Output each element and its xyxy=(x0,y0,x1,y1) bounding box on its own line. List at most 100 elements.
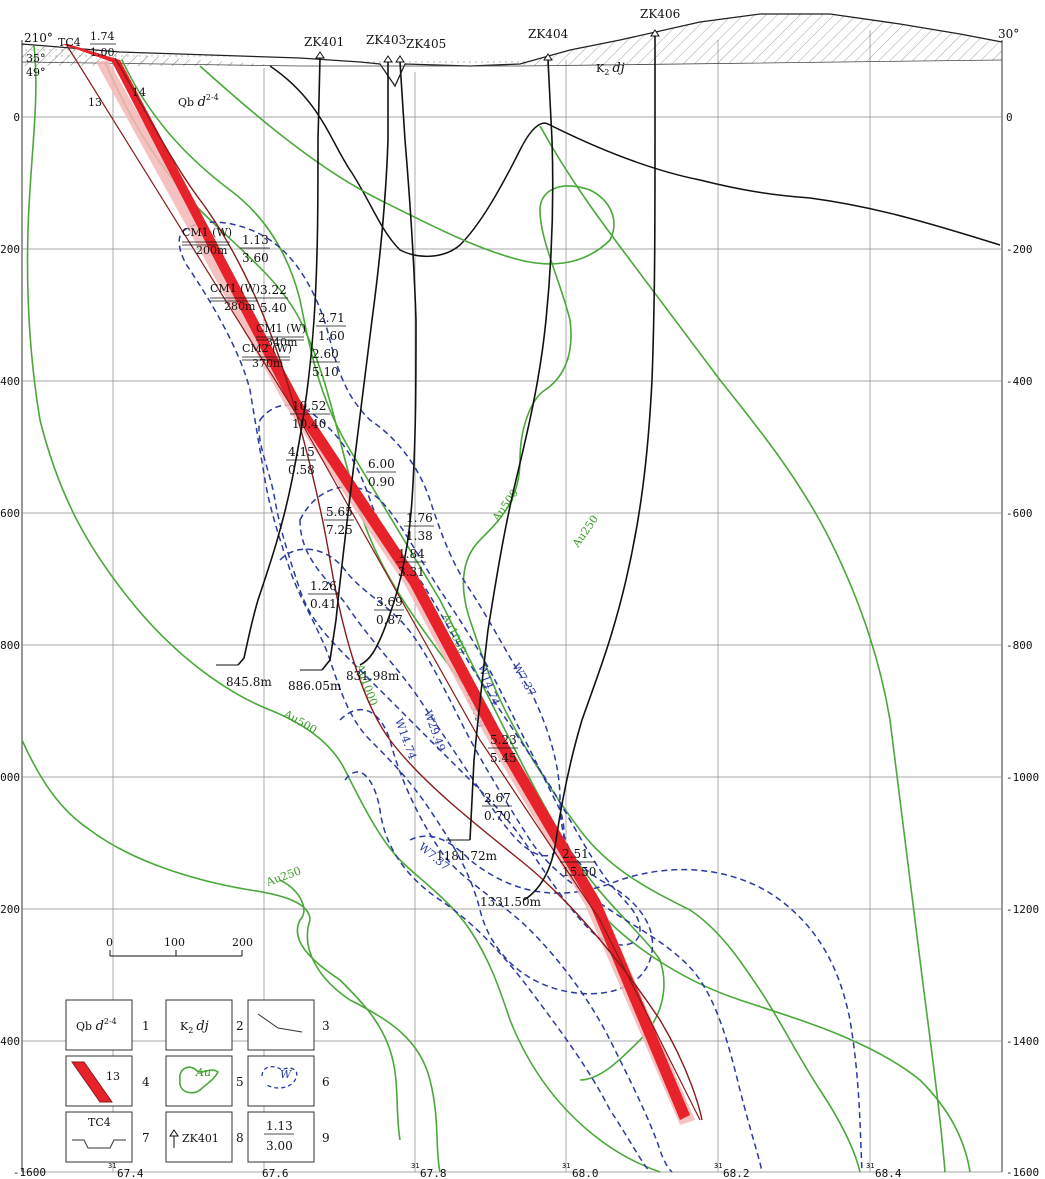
elev-label-200: -200 xyxy=(0,243,20,256)
surface-formation-k2 xyxy=(520,14,1002,66)
elev-label-1600: -1600 xyxy=(13,1166,46,1179)
formation-labels: Qb d2-4 K2 dj xyxy=(178,61,625,110)
easting-prefix-2: 31 xyxy=(411,1162,419,1170)
svg-text:1.13: 1.13 xyxy=(266,1119,293,1133)
svg-text:7.25: 7.25 xyxy=(326,523,353,537)
scale-tick-0: 0 xyxy=(106,936,113,949)
intercept-9: 1.76 1.38 xyxy=(404,511,434,543)
borehole-zk406-label: ZK406 xyxy=(640,7,680,21)
formation-qb-label: Qb d2-4 xyxy=(178,93,219,110)
svg-text:1.84: 1.84 xyxy=(398,547,425,561)
zk404-depth: 1181.72m xyxy=(436,849,498,863)
svg-text:0.41: 0.41 xyxy=(310,597,337,611)
elev-label-right-1400: -1400 xyxy=(1006,1035,1039,1048)
intercept-13: 5.23 5.45 xyxy=(488,733,518,765)
svg-text:3: 3 xyxy=(322,1019,330,1033)
elev-label-600: -600 xyxy=(0,507,20,520)
adit-cm1-280-level: 280m xyxy=(224,300,256,313)
vein-labels: 13 14 xyxy=(88,86,146,109)
legend-item-1: Qb d2-4 1 xyxy=(76,1017,150,1034)
svg-text:5.40: 5.40 xyxy=(260,301,287,315)
borehole-labels: ZK401 ZK403 ZK405 ZK404 ZK406 xyxy=(304,7,680,51)
svg-text:3.00: 3.00 xyxy=(266,1139,293,1153)
section-frame xyxy=(21,40,1003,1172)
legend-item-3: 3 xyxy=(257,1013,330,1033)
w-label-7-37-upper: W7.37 xyxy=(509,661,538,699)
svg-text:5: 5 xyxy=(236,1075,244,1089)
elev-label-right-0: 0 xyxy=(1006,111,1013,124)
borehole-zk404-label: ZK404 xyxy=(528,27,569,41)
intercept-6: 4.15 0.58 xyxy=(286,445,316,477)
easting-label-68-0: 68.0 xyxy=(572,1167,599,1179)
dip-angle-b: 49° xyxy=(26,66,46,79)
svg-text:3.69: 3.69 xyxy=(376,595,403,609)
adit-cm1-340-name: CM1 (W) xyxy=(256,322,306,335)
svg-text:TC4: TC4 xyxy=(88,1116,111,1129)
zk403-depth: 886.05m xyxy=(288,679,342,693)
svg-text:1.38: 1.38 xyxy=(406,529,433,543)
elev-label-right-400: -400 xyxy=(1006,375,1033,388)
intercept-14: 2.67 0.70 xyxy=(482,791,512,823)
svg-text:3.60: 3.60 xyxy=(242,251,269,265)
borehole-zk404-trace xyxy=(469,59,554,841)
svg-text:2.71: 2.71 xyxy=(318,311,345,325)
legend-item-2: K2 dj 2 xyxy=(180,1019,244,1035)
svg-text:10.40: 10.40 xyxy=(292,417,326,431)
scale-bar: 0 100 200 xyxy=(106,936,253,957)
intercept-15: 2.51 15.50 xyxy=(560,847,596,879)
borehole-zk403-trace xyxy=(321,62,389,671)
adit-cm2-370-name: CM2 (W) xyxy=(242,342,292,355)
svg-text:1.26: 1.26 xyxy=(310,579,337,593)
intercept-7: 6.00 0.90 xyxy=(366,457,396,489)
adit-cm1-340-level: 340m xyxy=(266,336,298,349)
elev-label-1000: -1000 xyxy=(0,771,20,784)
au-label-250-upper: Au250 xyxy=(569,513,601,551)
intercept-labels: 1.13 3.60 3.22 5.40 2.71 1.60 2.60 5.10 10.5… xyxy=(240,233,596,879)
elev-label-0: 0 xyxy=(13,111,20,124)
elev-label-800: -800 xyxy=(0,639,20,652)
w-label-29-49-lower: W29.49 xyxy=(421,709,448,754)
easting-labels: 31 67.4 67.6 31 67.8 31 68.0 31 68.2 31 … xyxy=(108,1162,902,1179)
svg-text:ZK401: ZK401 xyxy=(182,1132,219,1145)
intercept-8: 5.65 7.25 xyxy=(324,505,354,537)
adit-markers: CM1 (W) 200m CM1 (W) 280m CM1 (W) 340m C… xyxy=(182,226,306,370)
legend-item-9: 1.13 3.00 9 xyxy=(264,1119,330,1153)
elev-label-right-1000: -1000 xyxy=(1006,771,1039,784)
surface-base-line xyxy=(21,59,1003,67)
svg-text:Qb d2-4: Qb d2-4 xyxy=(76,1017,117,1034)
svg-text:4.15: 4.15 xyxy=(288,445,315,459)
legend-item-6: W 6 xyxy=(261,1065,330,1089)
svg-text:0.70: 0.70 xyxy=(484,809,511,823)
easting-label-67-4: 67.4 xyxy=(117,1167,144,1179)
borehole-zk405-label: ZK405 xyxy=(406,37,446,51)
trench-label: TC4 xyxy=(58,36,81,49)
svg-text:2.60: 2.60 xyxy=(312,347,339,361)
legend xyxy=(65,999,315,1163)
zk406-depth: 1331.50m xyxy=(480,895,542,909)
svg-text:5.65: 5.65 xyxy=(326,505,353,519)
svg-text:1.76: 1.76 xyxy=(406,511,433,525)
svg-text:1.60: 1.60 xyxy=(318,329,345,343)
intercept-10: 1.84 3.31 xyxy=(396,547,426,579)
vein-13-label: 13 xyxy=(88,96,102,109)
svg-text:10.52: 10.52 xyxy=(292,399,326,413)
zk401-depth: 845.8m xyxy=(226,675,272,689)
svg-text:3.22: 3.22 xyxy=(260,283,287,297)
svg-text:4: 4 xyxy=(142,1075,150,1089)
borehole-depths: 845.8m 886.05m 831.98m 1181.72m 1331.50m xyxy=(216,664,542,909)
easting-label-68-2: 68.2 xyxy=(723,1167,750,1179)
scale-tick-100: 100 xyxy=(164,936,185,949)
svg-text:0.58: 0.58 xyxy=(288,463,315,477)
boreholes xyxy=(237,36,656,901)
svg-text:9: 9 xyxy=(322,1131,330,1145)
easting-label-68-4: 68.4 xyxy=(875,1167,902,1179)
elev-label-right-1200: -1200 xyxy=(1006,903,1039,916)
borehole-zk401-label: ZK401 xyxy=(304,35,344,49)
elev-label-400: -400 xyxy=(0,375,20,388)
svg-text:2: 2 xyxy=(236,1019,244,1033)
svg-text:Au: Au xyxy=(195,1066,211,1079)
svg-text:3.31: 3.31 xyxy=(398,565,425,579)
intercept-12: 3.69 0.87 xyxy=(374,595,404,627)
svg-text:W: W xyxy=(280,1068,293,1081)
